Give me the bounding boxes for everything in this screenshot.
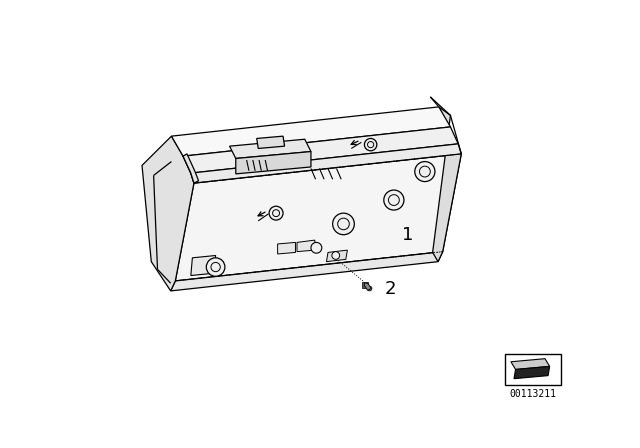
- Bar: [505, 354, 561, 385]
- Text: 00113211: 00113211: [509, 389, 556, 400]
- Polygon shape: [171, 252, 443, 291]
- Polygon shape: [191, 255, 216, 276]
- Circle shape: [333, 213, 355, 235]
- Polygon shape: [433, 107, 461, 262]
- Polygon shape: [326, 250, 348, 262]
- Circle shape: [415, 162, 435, 181]
- Polygon shape: [142, 136, 194, 291]
- Polygon shape: [511, 359, 550, 370]
- Polygon shape: [183, 154, 198, 183]
- Circle shape: [269, 206, 283, 220]
- Circle shape: [206, 258, 225, 276]
- Polygon shape: [364, 282, 371, 290]
- Polygon shape: [257, 136, 285, 148]
- Circle shape: [364, 138, 377, 151]
- Circle shape: [311, 242, 322, 253]
- Polygon shape: [191, 144, 461, 183]
- Circle shape: [332, 252, 340, 259]
- Text: 1: 1: [402, 226, 413, 244]
- Polygon shape: [278, 242, 296, 254]
- Polygon shape: [514, 366, 550, 379]
- Polygon shape: [230, 139, 311, 159]
- Polygon shape: [172, 107, 451, 156]
- Text: 2: 2: [385, 280, 396, 297]
- Polygon shape: [175, 154, 461, 281]
- Polygon shape: [183, 127, 458, 173]
- Circle shape: [384, 190, 404, 210]
- Polygon shape: [297, 240, 315, 252]
- Polygon shape: [236, 151, 311, 174]
